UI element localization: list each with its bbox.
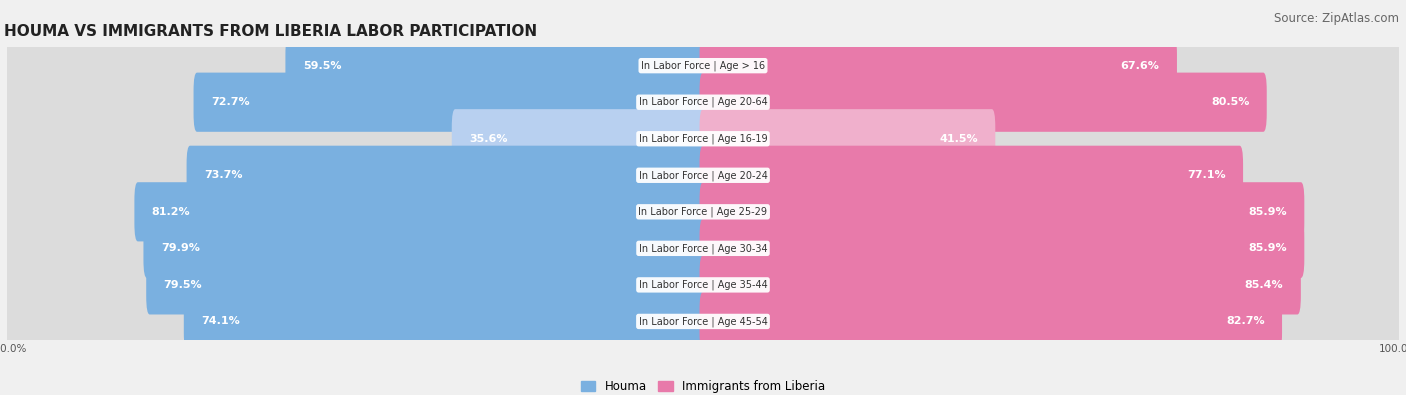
- Text: 79.5%: 79.5%: [163, 280, 202, 290]
- FancyBboxPatch shape: [700, 292, 1402, 351]
- FancyBboxPatch shape: [700, 146, 1243, 205]
- FancyBboxPatch shape: [700, 219, 1402, 278]
- FancyBboxPatch shape: [143, 219, 706, 278]
- Text: Source: ZipAtlas.com: Source: ZipAtlas.com: [1274, 12, 1399, 25]
- Text: In Labor Force | Age 35-44: In Labor Force | Age 35-44: [638, 280, 768, 290]
- Text: In Labor Force | Age 30-34: In Labor Force | Age 30-34: [638, 243, 768, 254]
- FancyBboxPatch shape: [4, 182, 706, 241]
- FancyBboxPatch shape: [4, 146, 706, 205]
- Text: In Labor Force | Age 20-24: In Labor Force | Age 20-24: [638, 170, 768, 181]
- FancyBboxPatch shape: [4, 73, 706, 132]
- FancyBboxPatch shape: [7, 84, 1399, 121]
- Text: In Labor Force | Age 16-19: In Labor Force | Age 16-19: [638, 134, 768, 144]
- Text: In Labor Force | Age 20-64: In Labor Force | Age 20-64: [638, 97, 768, 107]
- FancyBboxPatch shape: [7, 47, 1399, 84]
- Text: 35.6%: 35.6%: [470, 134, 508, 144]
- FancyBboxPatch shape: [700, 73, 1267, 132]
- FancyBboxPatch shape: [4, 255, 706, 314]
- Text: 72.7%: 72.7%: [211, 97, 250, 107]
- Text: 85.9%: 85.9%: [1249, 243, 1286, 253]
- FancyBboxPatch shape: [187, 146, 706, 205]
- FancyBboxPatch shape: [700, 219, 1305, 278]
- Text: HOUMA VS IMMIGRANTS FROM LIBERIA LABOR PARTICIPATION: HOUMA VS IMMIGRANTS FROM LIBERIA LABOR P…: [4, 24, 537, 39]
- Text: 80.5%: 80.5%: [1211, 97, 1250, 107]
- Text: 81.2%: 81.2%: [152, 207, 190, 217]
- Text: 73.7%: 73.7%: [204, 170, 242, 180]
- FancyBboxPatch shape: [285, 36, 706, 95]
- FancyBboxPatch shape: [4, 36, 706, 95]
- FancyBboxPatch shape: [700, 109, 1402, 168]
- FancyBboxPatch shape: [7, 266, 1399, 303]
- Text: 59.5%: 59.5%: [302, 61, 342, 71]
- FancyBboxPatch shape: [146, 255, 706, 314]
- FancyBboxPatch shape: [4, 292, 706, 351]
- FancyBboxPatch shape: [700, 255, 1402, 314]
- FancyBboxPatch shape: [700, 146, 1402, 205]
- FancyBboxPatch shape: [700, 292, 1282, 351]
- FancyBboxPatch shape: [4, 219, 706, 278]
- FancyBboxPatch shape: [700, 73, 1402, 132]
- FancyBboxPatch shape: [700, 36, 1402, 95]
- Text: 85.4%: 85.4%: [1244, 280, 1284, 290]
- Text: 82.7%: 82.7%: [1226, 316, 1264, 326]
- FancyBboxPatch shape: [700, 255, 1301, 314]
- Text: 79.9%: 79.9%: [160, 243, 200, 253]
- FancyBboxPatch shape: [700, 36, 1177, 95]
- Text: In Labor Force | Age 45-54: In Labor Force | Age 45-54: [638, 316, 768, 327]
- FancyBboxPatch shape: [7, 157, 1399, 194]
- FancyBboxPatch shape: [135, 182, 706, 241]
- Text: 77.1%: 77.1%: [1187, 170, 1226, 180]
- FancyBboxPatch shape: [7, 230, 1399, 267]
- FancyBboxPatch shape: [700, 182, 1402, 241]
- Text: 41.5%: 41.5%: [939, 134, 979, 144]
- FancyBboxPatch shape: [7, 193, 1399, 230]
- Text: 85.9%: 85.9%: [1249, 207, 1286, 217]
- Text: 67.6%: 67.6%: [1121, 61, 1160, 71]
- Text: 74.1%: 74.1%: [201, 316, 240, 326]
- FancyBboxPatch shape: [7, 303, 1399, 340]
- FancyBboxPatch shape: [194, 73, 706, 132]
- FancyBboxPatch shape: [700, 109, 995, 168]
- FancyBboxPatch shape: [4, 109, 706, 168]
- Legend: Houma, Immigrants from Liberia: Houma, Immigrants from Liberia: [576, 376, 830, 395]
- FancyBboxPatch shape: [451, 109, 706, 168]
- FancyBboxPatch shape: [184, 292, 706, 351]
- Text: In Labor Force | Age 25-29: In Labor Force | Age 25-29: [638, 207, 768, 217]
- Text: In Labor Force | Age > 16: In Labor Force | Age > 16: [641, 60, 765, 71]
- FancyBboxPatch shape: [700, 182, 1305, 241]
- FancyBboxPatch shape: [7, 120, 1399, 157]
